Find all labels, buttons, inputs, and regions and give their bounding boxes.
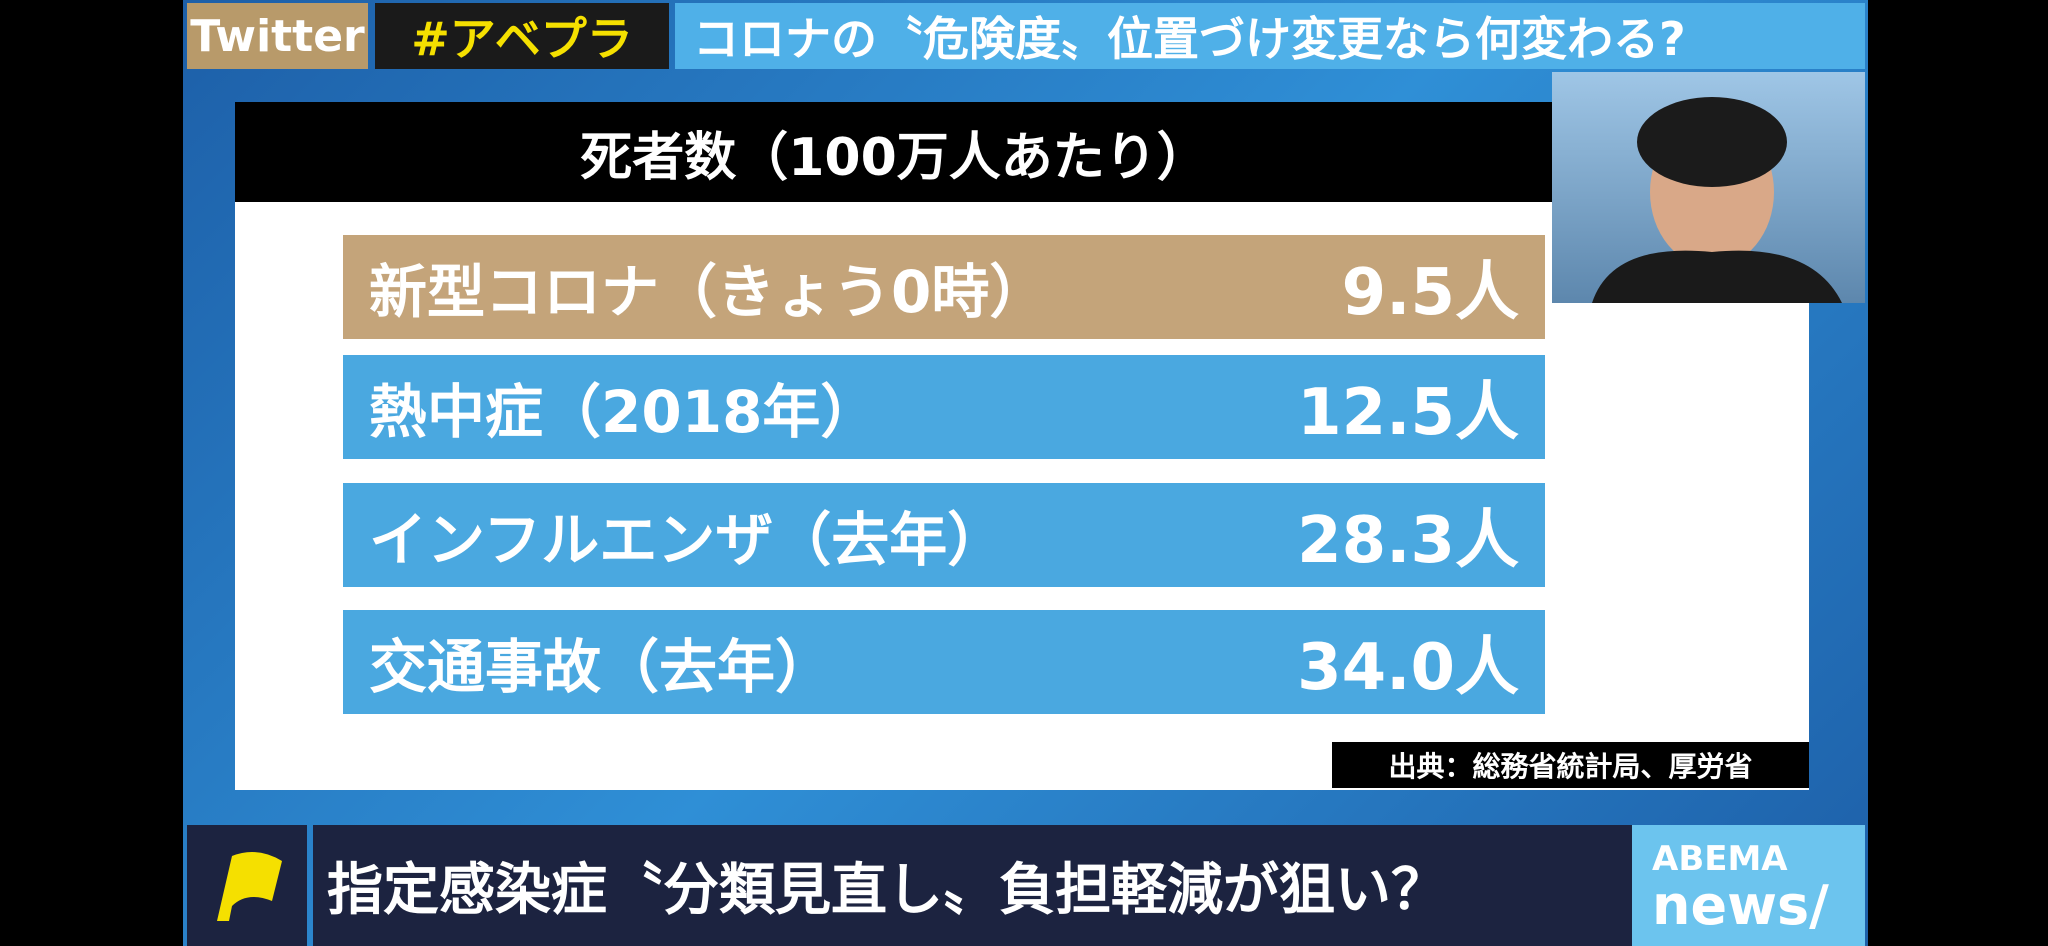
flag-icon — [187, 825, 307, 946]
guest-figure — [1592, 97, 1842, 303]
row-value: 28.3人 — [1297, 504, 1519, 578]
flag — [217, 851, 282, 921]
row-label: 交通事故（去年） — [369, 633, 834, 701]
board-row: インフルエンザ（去年） 28.3人 — [343, 483, 1545, 587]
hashtag: #アベプラ — [375, 3, 669, 69]
caption: 指定感染症〝分類見直し〟負担軽減が狙い？ — [313, 825, 1632, 946]
row-label: 新型コロナ（きょう0時） — [369, 258, 1048, 326]
board-row: 熱中症（2018年） 12.5人 — [343, 355, 1545, 459]
board-row: 新型コロナ（きょう0時） 9.5人 — [343, 235, 1545, 339]
row-value: 34.0人 — [1297, 631, 1519, 705]
source-tag: Twitter — [187, 3, 368, 69]
logo-bottom: news/ — [1652, 873, 1829, 937]
row-label: インフルエンザ（去年） — [369, 506, 1006, 574]
board-row: 交通事故（去年） 34.0人 — [343, 610, 1545, 714]
row-value: 9.5人 — [1341, 256, 1519, 330]
guest-photo — [1552, 72, 1865, 303]
board-title: 死者数（100万人あたり） — [235, 102, 1554, 202]
row-label: 熱中症（2018年） — [369, 378, 879, 446]
board-source: 出典：総務省統計局、厚労省 — [1332, 742, 1809, 788]
headline: コロナの〝危険度〟位置づけ変更なら何変わる? — [675, 3, 1865, 69]
logo-top: ABEMA — [1652, 838, 1788, 879]
logo: ABEMA news/ — [1632, 825, 1865, 946]
row-value: 12.5人 — [1297, 376, 1519, 450]
